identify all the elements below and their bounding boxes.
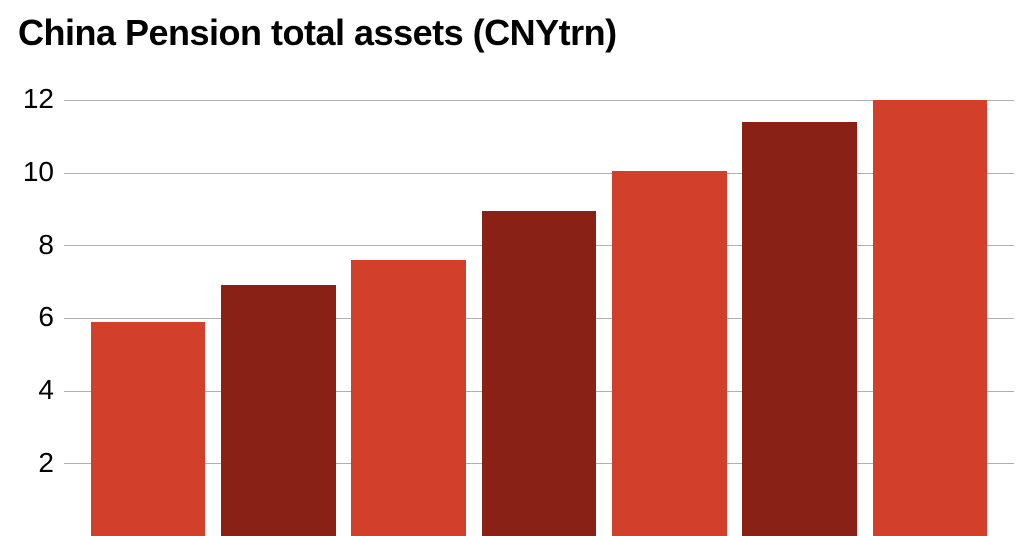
grid-line xyxy=(64,173,1014,174)
bar xyxy=(351,260,466,536)
y-tick-label: 6 xyxy=(4,301,54,333)
bar xyxy=(482,211,597,536)
bar xyxy=(221,285,336,536)
bar xyxy=(91,322,206,536)
bar xyxy=(873,100,988,536)
y-tick-label: 12 xyxy=(4,83,54,115)
chart-container: China Pension total assets (CNYtrn) 2468… xyxy=(0,0,1024,536)
y-tick-label: 8 xyxy=(4,229,54,261)
y-tick-label: 2 xyxy=(4,447,54,479)
bar xyxy=(742,122,857,536)
chart-title: China Pension total assets (CNYtrn) xyxy=(18,12,617,54)
plot-area: 24681012 xyxy=(64,100,1014,536)
grid-line xyxy=(64,100,1014,101)
y-tick-label: 10 xyxy=(4,156,54,188)
y-tick-label: 4 xyxy=(4,374,54,406)
bar xyxy=(612,171,727,536)
